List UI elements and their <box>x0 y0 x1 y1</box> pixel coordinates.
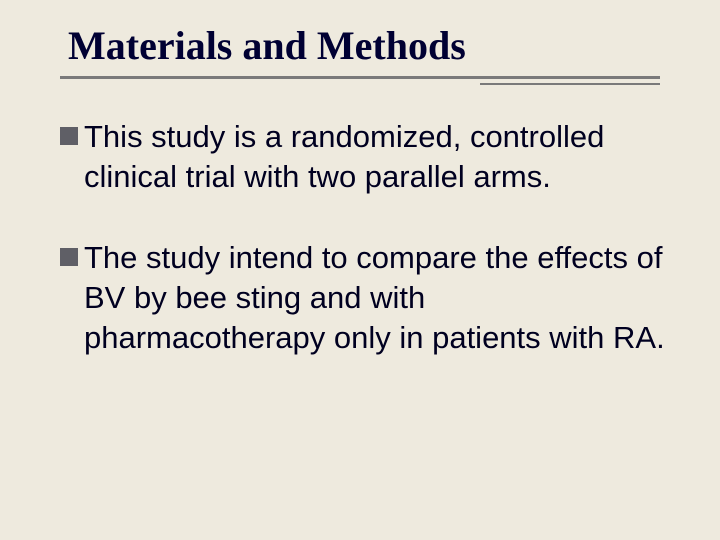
title-underline-thin <box>480 83 660 85</box>
square-bullet-icon <box>60 248 78 266</box>
slide-title: Materials and Methods <box>68 22 672 69</box>
square-bullet-icon <box>60 127 78 145</box>
title-underline-thick <box>60 76 660 79</box>
bullet-item: The study intend to compare the effects … <box>60 238 672 357</box>
slide-body: This study is a randomized, controlled c… <box>60 117 672 357</box>
bullet-item: This study is a randomized, controlled c… <box>60 117 672 196</box>
bullet-text: The study intend to compare the effects … <box>84 238 672 357</box>
slide: Materials and Methods This study is a ra… <box>0 0 720 540</box>
bullet-text: This study is a randomized, controlled c… <box>84 117 672 196</box>
